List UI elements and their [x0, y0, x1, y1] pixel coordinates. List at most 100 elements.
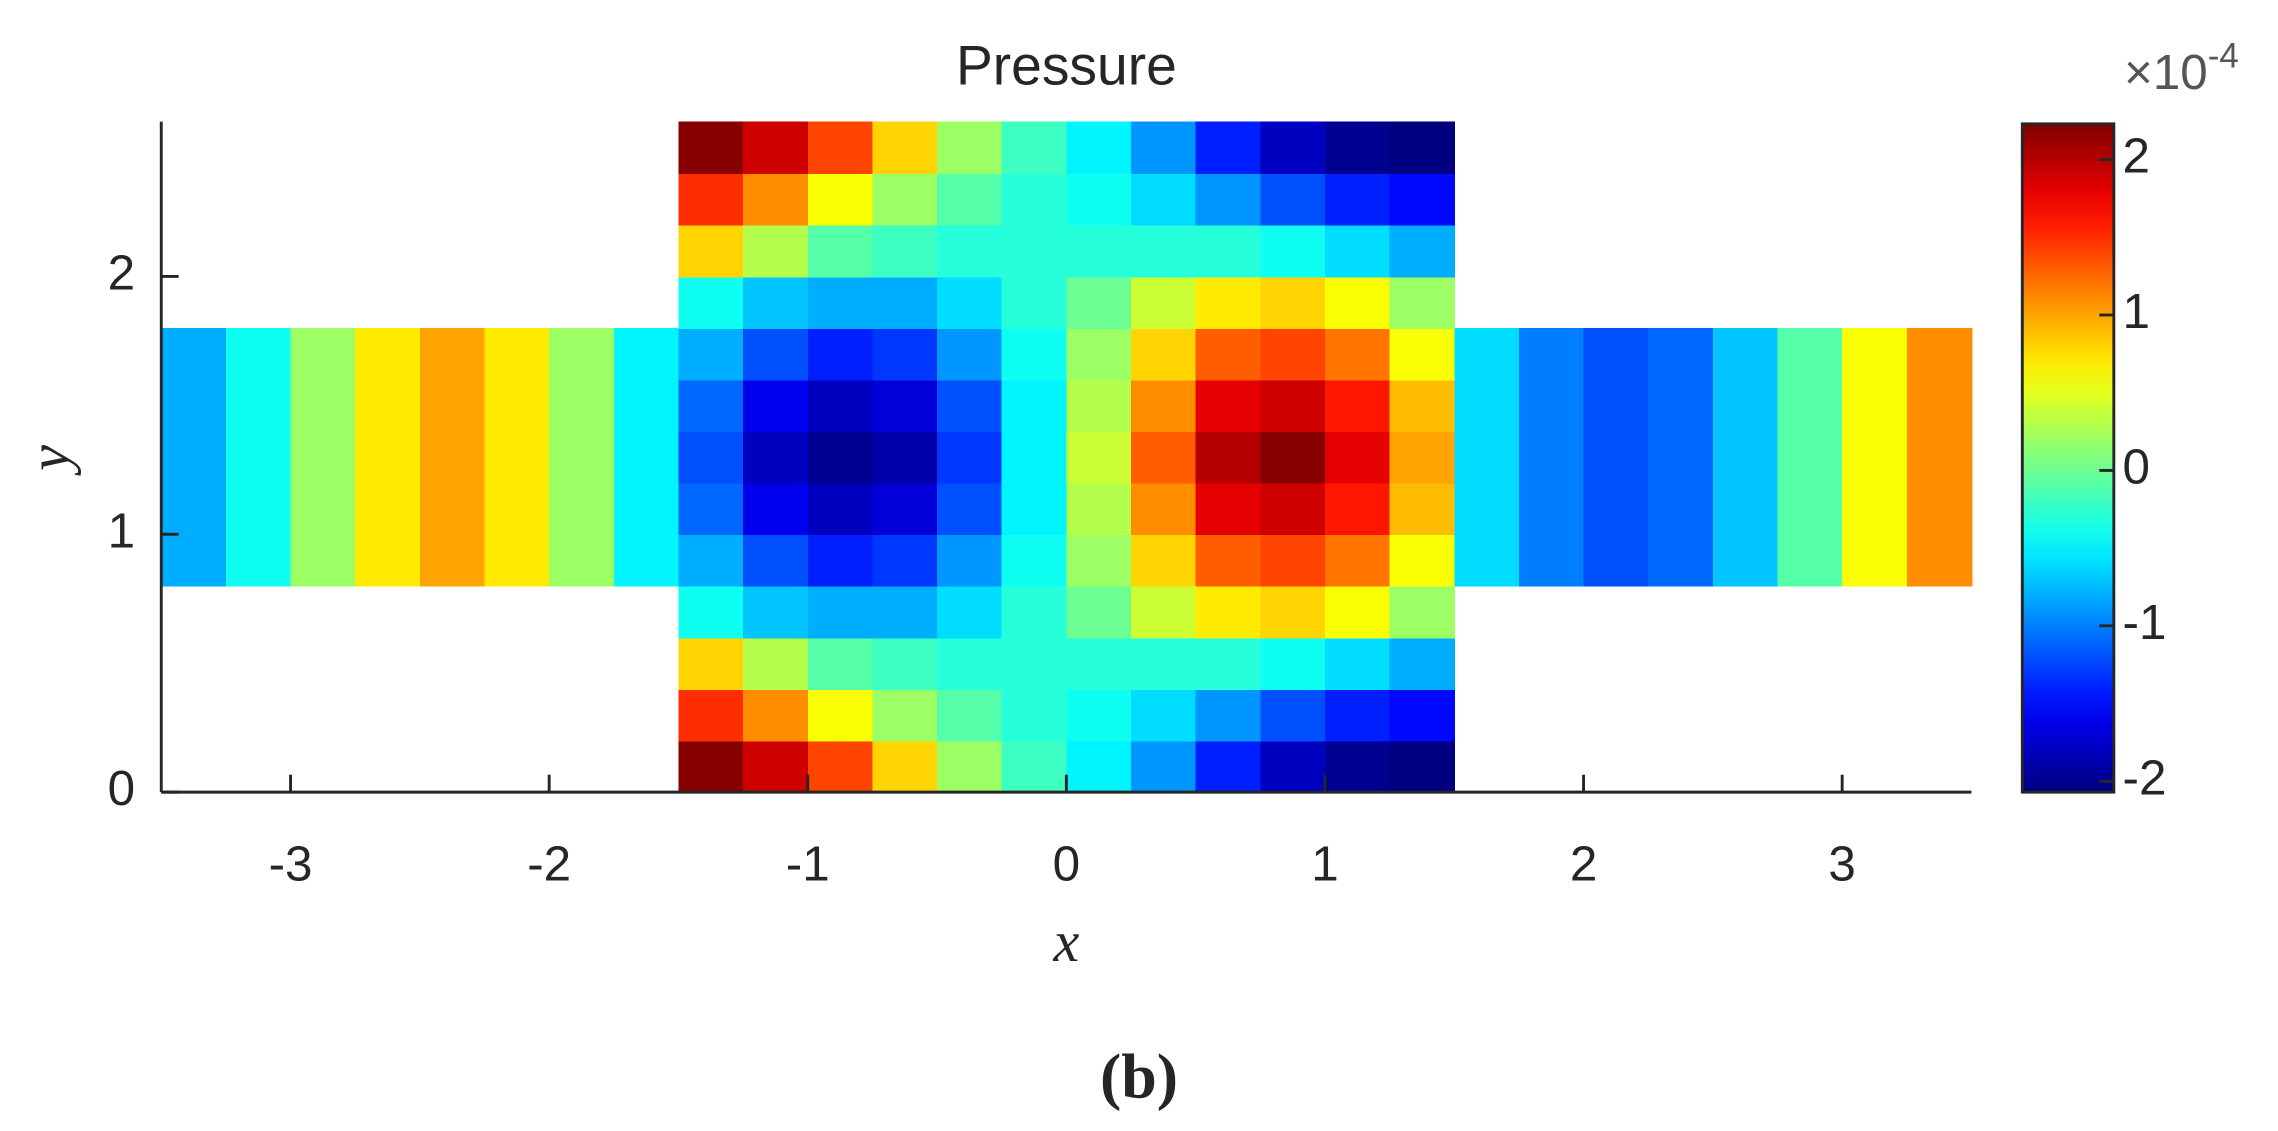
heatmap-cell [484, 534, 551, 587]
heatmap-cell [1195, 534, 1262, 587]
caption: (b) [1100, 1040, 1178, 1111]
heatmap-cell [484, 431, 551, 484]
heatmap-cell [1712, 379, 1779, 432]
heatmap-cell [872, 276, 938, 329]
heatmap-cell [743, 688, 809, 742]
heatmap-cell [1324, 379, 1391, 432]
heatmap-cell [872, 637, 938, 690]
heatmap-cell [1260, 431, 1326, 484]
colorbar-tick-label: 2 [2123, 129, 2150, 184]
heatmap-cell [225, 534, 292, 587]
heatmap-cell [807, 431, 874, 484]
heatmap-cell [1324, 534, 1391, 587]
heatmap-cell [1454, 534, 1520, 587]
heatmap-cell [1324, 585, 1391, 639]
heatmap-cell [1454, 327, 1520, 381]
heatmap-cell [1324, 482, 1391, 536]
heatmap-cell [1777, 379, 1844, 432]
heatmap-cell [225, 482, 292, 536]
heatmap-cell [1001, 327, 1068, 381]
heatmap [161, 121, 1973, 794]
heatmap-cell [1324, 327, 1391, 381]
heatmap-cell [290, 379, 357, 432]
heatmap-cell [1906, 327, 1973, 381]
heatmap-cell [872, 740, 938, 794]
heatmap-cell [290, 431, 357, 484]
heatmap-cell [743, 482, 809, 536]
heatmap-cell [872, 534, 938, 587]
heatmap-cell [1906, 431, 1973, 484]
heatmap-cell [355, 431, 421, 484]
heatmap-cell [1712, 431, 1779, 484]
heatmap-cell [1260, 534, 1326, 587]
heatmap-cell [161, 431, 227, 484]
heatmap-cell [678, 585, 744, 639]
heatmap-cell [161, 327, 227, 381]
heatmap-cell [1324, 276, 1391, 329]
heatmap-cell [1389, 482, 1456, 536]
heatmap-cell [1324, 431, 1391, 484]
heatmap-cell [419, 431, 486, 484]
heatmap-cell [613, 327, 680, 381]
heatmap-cell [1454, 379, 1520, 432]
heatmap-cell [743, 327, 809, 381]
heatmap-cell [1712, 534, 1779, 587]
heatmap-cell [549, 431, 615, 484]
heatmap-cell [1195, 585, 1262, 639]
heatmap-cell [743, 276, 809, 329]
heatmap-cell [1389, 379, 1456, 432]
heatmap-cell [1001, 482, 1068, 536]
heatmap-cell [743, 585, 809, 639]
heatmap-cell [678, 224, 744, 278]
heatmap-cell [1906, 482, 1973, 536]
heatmap-cell [1777, 327, 1844, 381]
heatmap-cell [1648, 379, 1714, 432]
heatmap-cell [1131, 224, 1197, 278]
heatmap-cell [678, 637, 744, 690]
heatmap-cell [1518, 327, 1585, 381]
heatmap-cell [1260, 379, 1326, 432]
heatmap-cell [1066, 327, 1132, 381]
heatmap-cell [937, 637, 1003, 690]
heatmap-cell [1648, 534, 1714, 587]
heatmap-cell [1583, 431, 1650, 484]
heatmap-cell [1906, 534, 1973, 587]
heatmap-cell [1906, 379, 1973, 432]
heatmap-cell [1712, 482, 1779, 536]
colorbar [2020, 122, 2116, 794]
heatmap-cell [1389, 637, 1456, 690]
heatmap-cell [678, 327, 744, 381]
heatmap-cell [807, 327, 874, 381]
heatmap-cell [549, 482, 615, 536]
heatmap-cell [937, 121, 1003, 175]
heatmap-cell [549, 534, 615, 587]
x-axis-label: x [1052, 909, 1079, 974]
heatmap-cell [1131, 173, 1197, 226]
heatmap-cell [1648, 482, 1714, 536]
colorbar-exponent: -4 [2208, 37, 2239, 76]
heatmap-cell [1066, 482, 1132, 536]
heatmap-cell [1842, 482, 1908, 536]
heatmap-cell [678, 534, 744, 587]
heatmap-cell [1066, 379, 1132, 432]
heatmap-cell [678, 688, 744, 742]
heatmap-cell [1712, 327, 1779, 381]
heatmap-cell [1324, 637, 1391, 690]
heatmap-cell [1195, 327, 1262, 381]
heatmap-cell [225, 379, 292, 432]
heatmap-cell [1066, 121, 1132, 175]
heatmap-cell [807, 482, 874, 536]
chart-title: Pressure [956, 35, 1177, 97]
heatmap-cell [1454, 482, 1520, 536]
colorbar-tick-label: -2 [2123, 750, 2167, 805]
heatmap-cell [290, 327, 357, 381]
y-tick-label: 0 [108, 761, 135, 816]
heatmap-cell [1131, 431, 1197, 484]
heatmap-cell [161, 482, 227, 536]
heatmap-cell [1260, 327, 1326, 381]
heatmap-cell [1131, 327, 1197, 381]
heatmap-cell [1260, 688, 1326, 742]
x-tick-label: 3 [1828, 837, 1855, 892]
heatmap-cell [678, 482, 744, 536]
